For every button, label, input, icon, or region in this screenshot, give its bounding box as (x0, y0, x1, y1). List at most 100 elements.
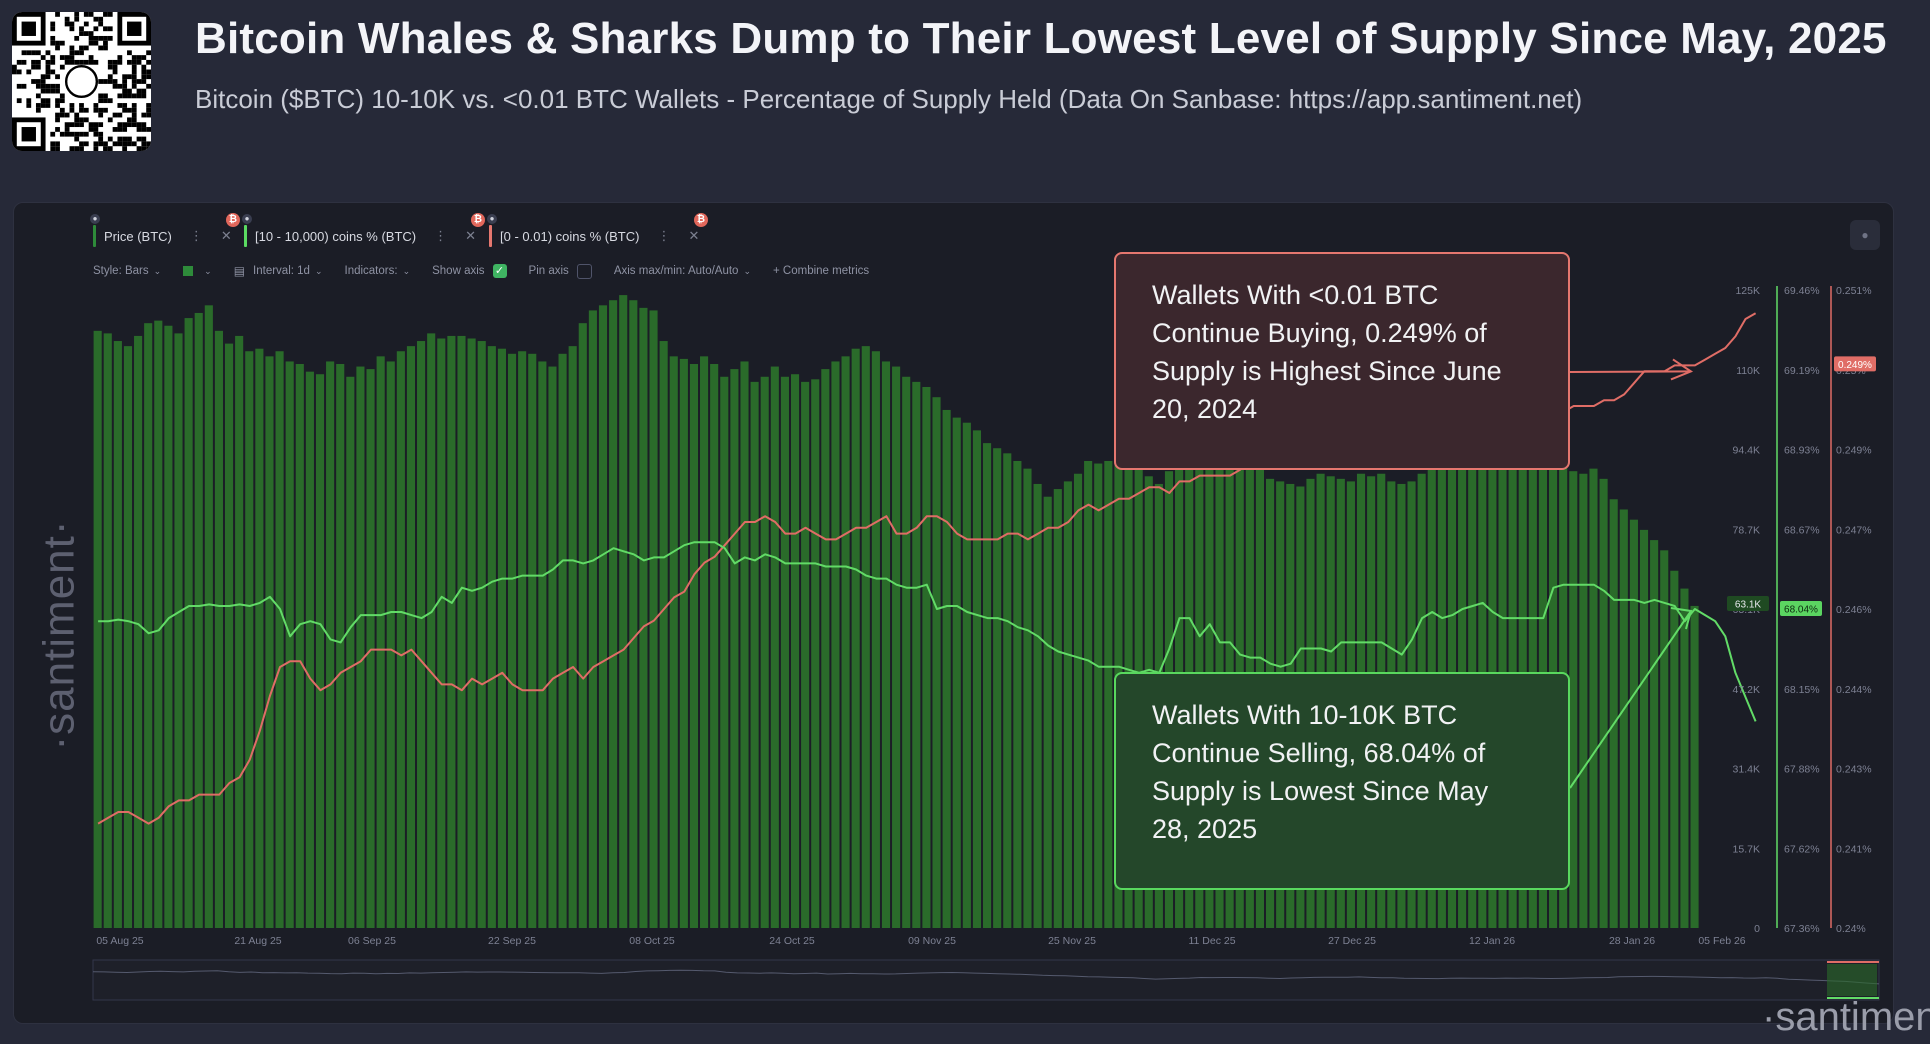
x-tick-label: 22 Sep 25 (488, 935, 536, 947)
axis-minmax-dropdown[interactable]: Axis max/min: Auto/Auto ⌄ (614, 265, 751, 277)
price-bar (1599, 478, 1608, 928)
price-bar (447, 335, 456, 928)
settings-icon[interactable]: ● (1850, 220, 1880, 250)
price-bar (457, 335, 466, 928)
more-options-icon[interactable]: ⋮ (434, 228, 448, 243)
price-bar (730, 369, 739, 928)
more-options-icon[interactable]: ⋮ (189, 228, 203, 243)
price-bar (1094, 463, 1103, 928)
pin-axis-toggle[interactable]: Pin axis (528, 263, 592, 279)
price-bar (912, 381, 921, 928)
arrow-green (1569, 610, 1692, 789)
price-bar (841, 356, 850, 928)
price-axis-label: 110K (1736, 365, 1760, 377)
interval-label: Interval: 1d (253, 265, 310, 277)
small-axis-label: 0.241% (1836, 843, 1872, 855)
price-bar (376, 356, 385, 928)
price-bar (659, 341, 668, 928)
price-bar (386, 361, 395, 928)
page-title: Bitcoin Whales & Sharks Dump to Their Lo… (195, 14, 1887, 63)
calendar-icon: ▤ (233, 264, 246, 278)
close-icon[interactable]: ✕ (465, 228, 477, 243)
close-icon[interactable]: ✕ (220, 228, 232, 243)
interval-dropdown[interactable]: ▤ Interval: 1d ⌄ (234, 264, 323, 278)
price-bar (851, 348, 860, 928)
price-bar (285, 361, 294, 928)
price-bar (983, 443, 992, 928)
price-bar (1063, 481, 1072, 928)
pin-axis-label: Pin axis (528, 265, 569, 277)
price-bar (568, 346, 577, 928)
whale-axis-label: 69.19% (1784, 365, 1820, 377)
price-bar (1003, 453, 1012, 928)
price-bar (467, 338, 476, 928)
price-bar (1639, 529, 1649, 928)
chevron-down-icon: ⌄ (743, 265, 751, 276)
x-tick-label: 06 Sep 25 (348, 935, 396, 947)
price-bar (1650, 540, 1659, 928)
price-current-badge-text: 63.1K (1735, 599, 1761, 610)
color-swatch (183, 266, 194, 276)
price-bar (477, 341, 486, 928)
price-bar (417, 341, 426, 928)
style-dropdown[interactable]: Style: Bars ⌄ (93, 265, 161, 277)
metric-tab-price[interactable]: Price (BTC) ⋮ ✕ (93, 223, 232, 249)
price-bar (315, 374, 325, 928)
metric-color-bar (244, 225, 247, 247)
price-bar (689, 364, 699, 928)
price-bar (1690, 605, 1699, 928)
small-axis-label: 0.251% (1836, 285, 1872, 297)
metric-tab-whales[interactable]: [10 - 10,000) coins % (BTC) ⋮ ✕ (244, 223, 476, 249)
price-bar (811, 379, 820, 928)
color-dropdown[interactable]: ⌄ (183, 266, 212, 277)
price-bar (942, 409, 951, 929)
price-bar (1043, 496, 1052, 928)
price-axis-label: 15.7K (1733, 843, 1760, 855)
arrow-red-head (1670, 358, 1694, 381)
metric-label: Price (BTC) (104, 228, 172, 244)
price-bar (346, 376, 355, 928)
more-options-icon[interactable]: ⋮ (657, 228, 671, 243)
price-bar (720, 376, 729, 928)
close-icon[interactable]: ✕ (688, 228, 700, 243)
x-tick-label: 21 Aug 25 (234, 935, 281, 947)
price-bar (962, 422, 971, 928)
price-bar (821, 369, 830, 928)
price-bar (356, 366, 365, 928)
price-bar (275, 351, 284, 928)
checkbox-checked-icon[interactable]: ✓ (492, 264, 507, 278)
bitcoin-badge-icon: ₿ (226, 213, 240, 227)
metric-label: [10 - 10,000) coins % (BTC) (255, 228, 417, 244)
price-bar (184, 318, 193, 928)
price-bar (871, 351, 880, 928)
price-current-badge (1727, 595, 1769, 611)
x-tick-label: 24 Oct 25 (769, 935, 815, 947)
show-axis-toggle[interactable]: Show axis ✓ (432, 264, 507, 278)
indicators-dropdown[interactable]: Indicators: ⌄ (345, 265, 411, 277)
price-bar (1033, 483, 1042, 928)
x-tick-label: 05 Feb 26 (1698, 935, 1745, 947)
combine-metrics-label: + Combine metrics (773, 265, 870, 277)
price-bar (700, 356, 709, 928)
price-bar (134, 335, 143, 928)
small-axis-label: 0.24% (1836, 923, 1866, 935)
chevron-down-icon: ⌄ (204, 265, 212, 276)
price-bar (538, 361, 547, 928)
arrow-red (1569, 370, 1691, 373)
x-tick-label: 27 Dec 25 (1328, 935, 1376, 947)
checkbox-unchecked-icon[interactable] (576, 263, 592, 279)
price-bar (629, 300, 638, 928)
price-bar (780, 376, 789, 928)
navigator-line (92, 969, 1880, 985)
price-bar (336, 364, 345, 928)
whale-axis-label: 67.62% (1784, 843, 1820, 855)
small-axis-label: 0.243% (1836, 764, 1872, 776)
navigator-selection (1827, 964, 1877, 996)
metric-tab-small-wallets[interactable]: [0 - 0.01) coins % (BTC) ⋮ ✕ (489, 223, 699, 249)
price-bar (679, 358, 688, 928)
price-bar (396, 351, 405, 928)
price-bar (790, 374, 800, 928)
combine-metrics-button[interactable]: + Combine metrics (773, 265, 869, 277)
santiment-logo-icon (64, 64, 99, 99)
price-bar (518, 351, 527, 928)
